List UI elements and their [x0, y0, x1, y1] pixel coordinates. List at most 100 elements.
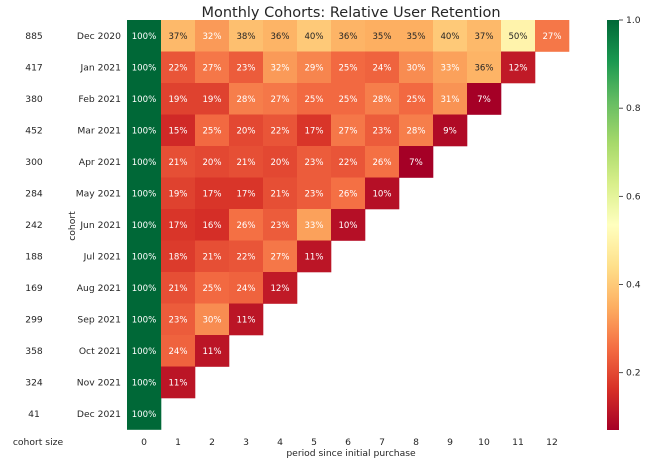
cohort-label: Feb 2021	[78, 94, 121, 105]
heatmap-cell	[195, 272, 230, 304]
heatmap-cell	[399, 114, 434, 147]
cohort-labels: Dec 2020 Jan 2021 Feb 2021 Mar 2021 Apr 2021…	[76, 31, 121, 420]
cell-value-label: 25%	[406, 95, 425, 105]
heatmap-cell	[399, 83, 434, 115]
cell-value-label: 25%	[338, 63, 357, 73]
x-tick-label: 11	[512, 437, 524, 448]
heatmap-cell	[263, 177, 298, 210]
cohort-label: Sep 2021	[77, 314, 121, 325]
cohort-size-labels: 885 417 380 452 300 284 242 188 169 299 358 324 41	[25, 31, 43, 420]
cohort-label: Jul 2021	[83, 251, 121, 262]
cell-value-label: 7%	[477, 95, 491, 105]
cell-value-label: 11%	[304, 252, 323, 262]
heatmap-cell	[263, 240, 298, 273]
cell-value-label: 31%	[440, 95, 459, 105]
cell-value-label: 23%	[304, 189, 323, 199]
cohort-label: Jun 2021	[79, 220, 121, 231]
chart-title: Monthly Cohorts: Relative User Retention	[201, 5, 500, 21]
cell-value-label: 21%	[168, 284, 187, 294]
cell-value-label: 28%	[406, 126, 425, 136]
cell-value-label: 40%	[304, 32, 323, 42]
cell-value-label: 36%	[474, 63, 493, 73]
heatmap-cell	[229, 209, 264, 241]
heatmap-cell	[229, 272, 264, 304]
heatmap-cell	[467, 20, 502, 52]
cell-value-label: 30%	[202, 315, 221, 325]
cell-value-label: 28%	[236, 95, 255, 105]
heatmap-cell	[195, 303, 230, 336]
cell-value-label: 37%	[474, 32, 493, 42]
heatmap-cell	[229, 51, 264, 84]
cell-value-label: 22%	[236, 252, 255, 262]
cell-value-label: 11%	[168, 378, 187, 388]
x-tick-label: 1	[175, 437, 181, 448]
heatmap-cell	[127, 272, 162, 304]
heatmap-cell	[161, 272, 196, 304]
cell-value-label: 50%	[508, 32, 527, 42]
cell-value-label: 9%	[443, 126, 457, 136]
cohort-size-value: 242	[25, 220, 43, 231]
heatmap-cell	[365, 51, 400, 84]
heatmap-cell	[433, 114, 468, 147]
cell-value-label: 11%	[202, 347, 221, 357]
heatmap-cell	[399, 146, 434, 178]
heatmap-cell	[127, 83, 162, 115]
cell-value-label: 22%	[338, 158, 357, 168]
cell-value-label: 100%	[132, 252, 157, 262]
cell-value-label: 36%	[338, 32, 357, 42]
heatmap-cell	[195, 83, 230, 115]
cell-value-label: 24%	[168, 347, 187, 357]
heatmap-cell	[331, 51, 366, 84]
cohort-size-value: 358	[25, 346, 43, 357]
heatmap-cell	[127, 209, 162, 241]
cohort-label: Mar 2021	[77, 125, 121, 136]
heatmap-cell	[467, 83, 502, 115]
heatmap-cell	[365, 114, 400, 147]
heatmap-cell	[127, 114, 162, 147]
heatmap-cell	[399, 20, 434, 52]
cohort-size-value: 188	[25, 251, 43, 262]
heatmap-cell	[263, 83, 298, 115]
heatmap-cell	[297, 177, 332, 210]
heatmap-cell	[297, 20, 332, 52]
cohort-label: Apr 2021	[79, 157, 121, 168]
heatmap-cell	[195, 240, 230, 273]
heatmap-cell	[127, 366, 162, 399]
cell-value-label: 29%	[304, 63, 323, 73]
heatmap-cells: 100% 37% 32% 38% 36% 40% 36% 35% 35% 40% 37% 50% 27%…	[127, 20, 570, 430]
cell-value-label: 27%	[270, 95, 289, 105]
heatmap-cell	[229, 114, 264, 147]
heatmap-cell	[127, 398, 162, 430]
cell-value-label: 21%	[168, 158, 187, 168]
cell-value-label: 20%	[202, 158, 221, 168]
heatmap-cell	[535, 20, 570, 52]
heatmap-cell	[331, 177, 366, 210]
heatmap-cell	[229, 240, 264, 273]
cell-value-label: 100%	[132, 284, 157, 294]
heatmap-cell	[331, 20, 366, 52]
heatmap-cell	[297, 146, 332, 178]
cell-value-label: 23%	[304, 158, 323, 168]
cell-value-label: 16%	[202, 221, 221, 231]
heatmap-cell	[297, 83, 332, 115]
heatmap-cell	[127, 177, 162, 210]
heatmap-cell	[161, 240, 196, 273]
cell-value-label: 25%	[338, 95, 357, 105]
cell-value-label: 23%	[270, 221, 289, 231]
heatmap-cell	[365, 83, 400, 115]
cell-value-label: 26%	[338, 189, 357, 199]
cell-value-label: 21%	[236, 158, 255, 168]
x-tick-label: 0	[141, 437, 147, 448]
cell-value-label: 32%	[270, 63, 289, 73]
heatmap-cell	[195, 51, 230, 84]
x-axis-label: period since initial purchase	[286, 448, 416, 459]
cohort-label: May 2021	[76, 188, 121, 199]
cell-value-label: 26%	[236, 221, 255, 231]
x-tick-label: 4	[277, 437, 283, 448]
cell-value-label: 37%	[168, 32, 187, 42]
heatmap-cell	[365, 146, 400, 178]
cell-value-label: 32%	[202, 32, 221, 42]
heatmap-cell	[263, 146, 298, 178]
cell-value-label: 23%	[372, 126, 391, 136]
cell-value-label: 33%	[304, 221, 323, 231]
